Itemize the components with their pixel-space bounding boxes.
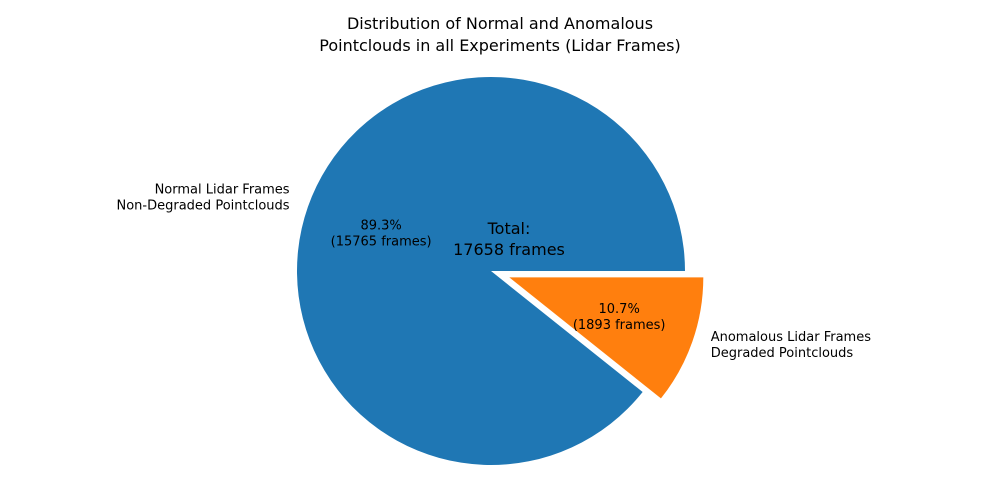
slice-pct-label-1: (1893 frames) — [573, 318, 666, 333]
center-total-value: 17658 frames — [453, 240, 565, 259]
slice-pct-label-1: 10.7% — [599, 302, 640, 317]
chart-title-line-1: Distribution of Normal and Anomalous — [347, 14, 653, 33]
slice-label-0: Normal Lidar Frames — [155, 182, 290, 197]
slice-label-0: Non-Degraded Pointclouds — [117, 198, 290, 213]
chart-title-line-2: Pointclouds in all Experiments (Lidar Fr… — [319, 36, 680, 55]
slice-pct-label-0: (15765 frames) — [331, 235, 432, 250]
center-total-label: Total: — [487, 219, 531, 238]
slice-label-1: Anomalous Lidar Frames — [711, 330, 871, 345]
pie-slice-0 — [296, 77, 685, 466]
slice-label-1: Degraded Pointclouds — [711, 346, 854, 361]
slice-pct-label-0: 89.3% — [360, 219, 401, 234]
pie-slice-1 — [509, 277, 704, 399]
